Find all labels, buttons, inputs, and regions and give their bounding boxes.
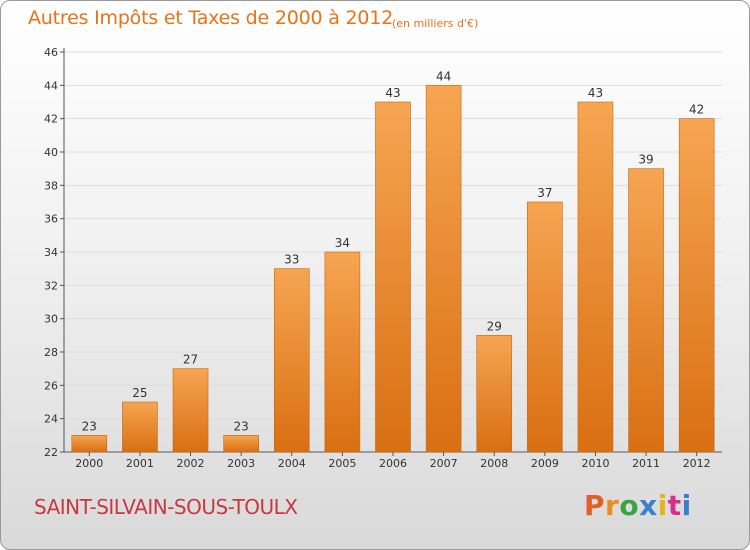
x-tick-label: 2000 — [75, 457, 103, 470]
bar-value-label: 43 — [588, 86, 603, 100]
y-tick-label: 38 — [44, 179, 58, 192]
bar-value-label: 43 — [385, 86, 400, 100]
bar-2003 — [223, 435, 259, 453]
y-tick-label: 34 — [44, 246, 58, 259]
logo-letter: P — [584, 489, 606, 522]
logo-letter: x — [639, 489, 658, 522]
logo-letter: t — [667, 489, 682, 522]
bar-value-label: 44 — [436, 69, 451, 83]
y-tick-label: 28 — [44, 346, 58, 359]
bar-2008 — [476, 335, 513, 453]
chart-subtitle: (en milliers d'€) — [392, 17, 479, 30]
bar-2007 — [425, 85, 462, 453]
x-tick-label: 2010 — [581, 457, 609, 470]
chart-title: Autres Impôts et Taxes de 2000 à 2012 — [28, 7, 394, 29]
bar-value-label: 27 — [183, 353, 198, 367]
x-tick-label: 2002 — [177, 457, 205, 470]
x-tick-label: 2007 — [430, 457, 458, 470]
bar-2009 — [527, 201, 563, 453]
y-tick-label: 22 — [44, 446, 58, 459]
labels: 22 24 26 28 30 32 34 36 38 40 42 44 46 23 2000 25 2001 27… — [44, 46, 711, 470]
x-tick-label: 2004 — [278, 457, 306, 470]
x-tick-label: 2001 — [126, 457, 154, 470]
logo-letter: i — [681, 489, 692, 522]
proxiti-logo: Proxiti — [584, 489, 692, 522]
x-tick-label: 2009 — [531, 457, 559, 470]
y-tick-label: 26 — [44, 379, 58, 392]
y-tick-label: 42 — [44, 113, 58, 126]
x-tick-label: 2011 — [632, 457, 660, 470]
y-tick-label: 24 — [44, 413, 58, 426]
bar-2004 — [273, 268, 310, 453]
x-tick-label: 2012 — [683, 457, 711, 470]
bar-2011 — [628, 168, 664, 453]
city-name: SAINT-SILVAIN-SOUS-TOULX — [34, 495, 298, 519]
bar-2001 — [122, 401, 158, 453]
bar-value-label: 23 — [82, 419, 97, 433]
bar-value-label: 23 — [234, 419, 249, 433]
bar-value-label: 29 — [487, 319, 502, 333]
y-tick-label: 44 — [44, 79, 58, 92]
bar-value-label: 34 — [335, 236, 350, 250]
y-tick-label: 40 — [44, 146, 58, 159]
x-tick-label: 2008 — [480, 457, 508, 470]
bar-2012 — [678, 118, 715, 453]
bar-value-label: 25 — [132, 386, 147, 400]
y-tick-label: 46 — [44, 46, 58, 59]
bar-2010 — [577, 101, 614, 453]
bar-value-label: 33 — [284, 253, 299, 267]
logo-letter: r — [605, 489, 620, 522]
bar-value-label: 37 — [537, 186, 552, 200]
x-tick-label: 2003 — [227, 457, 255, 470]
logo-letter: i — [657, 489, 668, 522]
bar-2005 — [324, 251, 361, 453]
bar-value-label: 42 — [689, 103, 704, 117]
x-tick-label: 2005 — [328, 457, 356, 470]
logo-letter: o — [619, 489, 640, 522]
bars — [71, 85, 715, 453]
bar-value-label: 39 — [638, 153, 653, 167]
y-tick-label: 36 — [44, 213, 58, 226]
bar-2000 — [71, 435, 108, 453]
x-tick-label: 2006 — [379, 457, 407, 470]
bar-2006 — [375, 101, 411, 453]
y-tick-label: 32 — [44, 279, 58, 292]
y-tick-label: 30 — [44, 313, 58, 326]
bar-2002 — [172, 368, 209, 453]
